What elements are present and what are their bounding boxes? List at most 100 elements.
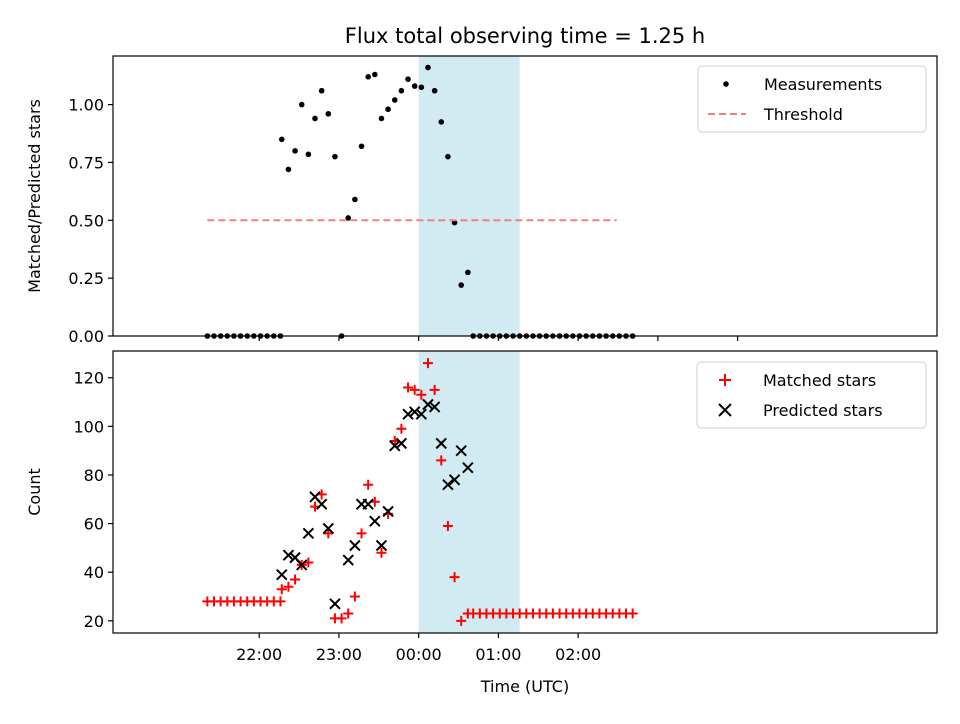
matched-star-point (283, 581, 294, 592)
predicted-star-point (435, 437, 447, 450)
measurement-point (352, 196, 358, 203)
predicted-star-point (442, 478, 454, 491)
x-axis-label: Time (UTC) (480, 677, 569, 696)
matched-star-point (376, 547, 387, 558)
matched-star-point (403, 382, 414, 393)
matched-star-point (275, 596, 286, 607)
y-tick-label: 1.00 (68, 96, 104, 115)
matched-star-point (336, 613, 347, 624)
measurement-point (372, 71, 378, 78)
y-tick-label: 0.00 (68, 327, 104, 346)
predicted-star-point (395, 437, 408, 450)
legend-label: Matched stars (763, 371, 876, 390)
axes-frame (112, 55, 938, 337)
legend-label: Threshold (763, 105, 843, 124)
y-tick-label: 100 (73, 417, 104, 436)
matched-star-point (429, 384, 440, 395)
measurement-point (305, 151, 312, 158)
y-axis-label: Count (25, 468, 44, 516)
legend: Measurements Threshold (697, 65, 927, 133)
measurement-point (345, 215, 352, 221)
bottom-panel: 20 40 60 80 100 120 22:00 23:00 00:00 01:00 02:00 C… (25, 350, 938, 696)
matched-star-point (436, 455, 447, 466)
legend-box (697, 65, 927, 133)
matched-star-point (409, 384, 420, 395)
y-axis-label: Matched/Predicted stars (25, 99, 44, 293)
legend-marker (719, 374, 731, 386)
predicted-star-point (315, 498, 328, 510)
predicted-star-point (362, 498, 374, 510)
measurement-point (418, 84, 425, 91)
matched-star-point (396, 423, 407, 434)
measurement-point (298, 101, 305, 108)
measurement-point (285, 166, 292, 173)
measurement-point (378, 115, 385, 122)
predicted-star-point (422, 398, 434, 411)
predicted-star-point (462, 461, 474, 474)
measurement-point (398, 87, 405, 94)
axes-frame (112, 350, 938, 634)
measurement-point (391, 97, 398, 103)
measurement-point (411, 83, 418, 89)
measurement-point (445, 153, 451, 160)
measurement-point (365, 74, 371, 80)
y-tick-label: 0.50 (68, 211, 104, 230)
matched-star-point (456, 615, 467, 626)
predicted-star-point (375, 539, 388, 552)
matched-star-point (442, 521, 453, 532)
y-tick-label: 0.25 (68, 269, 104, 288)
top-panel: 0.00 0.25 0.50 0.75 1.00 Matched/Predicted st… (25, 55, 938, 346)
predicted-star-point (415, 408, 428, 420)
measurement-point (325, 111, 332, 117)
predicted-star-point (408, 406, 421, 418)
matched-star-point (363, 479, 374, 490)
predicted-star-point (369, 515, 381, 527)
legend: Matched stars Predicted stars (696, 361, 927, 429)
shaded-observing-window (418, 56, 520, 336)
y-tick-label: 120 (73, 369, 104, 388)
predicted-star-point (349, 539, 361, 552)
legend-marker (718, 403, 732, 417)
y-tick-label: 20 (84, 612, 104, 631)
predicted-star-point (455, 444, 467, 457)
y-tick-label: 40 (84, 563, 104, 582)
y-tick-label: 0.75 (68, 153, 104, 172)
predicted-star-point (282, 549, 295, 561)
matched-star-point (449, 572, 460, 583)
measurement-point (312, 115, 318, 122)
predicted-star-point (402, 408, 414, 420)
measurement-point (292, 148, 298, 154)
legend-label: Measurements (764, 75, 882, 94)
x-tick-label: 22:00 (236, 645, 282, 664)
matched-star-point (290, 574, 301, 585)
y-tick-label: 80 (84, 466, 104, 485)
predicted-star-point (302, 527, 315, 540)
x-tick-label: 00:00 (396, 645, 442, 664)
predicted-star-point (382, 505, 394, 518)
measurement-point (332, 153, 338, 160)
figure-title: Flux total observing time = 1.25 h (345, 24, 705, 48)
matched-star-point (276, 584, 287, 595)
predicted-star-point (276, 568, 288, 581)
x-tick-label: 01:00 (475, 645, 521, 664)
predicted-star-point (448, 474, 461, 486)
measurement-point (431, 87, 438, 94)
shaded-observing-window (418, 351, 520, 633)
matched-star-point (416, 389, 427, 400)
matched-star-point (343, 608, 354, 619)
x-tick-label: 02:00 (555, 645, 601, 664)
series-1 (276, 398, 474, 610)
predicted-star-point (329, 598, 341, 610)
measurement-point (405, 76, 411, 82)
matched-star-point (627, 608, 638, 619)
matched-star-point (422, 358, 433, 369)
measurement-point (425, 64, 431, 71)
measurement-point (465, 269, 471, 276)
series-0 (202, 358, 638, 626)
predicted-star-point (296, 559, 308, 571)
measurement-point (278, 136, 285, 143)
legend-marker (723, 81, 729, 87)
predicted-star-point (342, 554, 354, 566)
